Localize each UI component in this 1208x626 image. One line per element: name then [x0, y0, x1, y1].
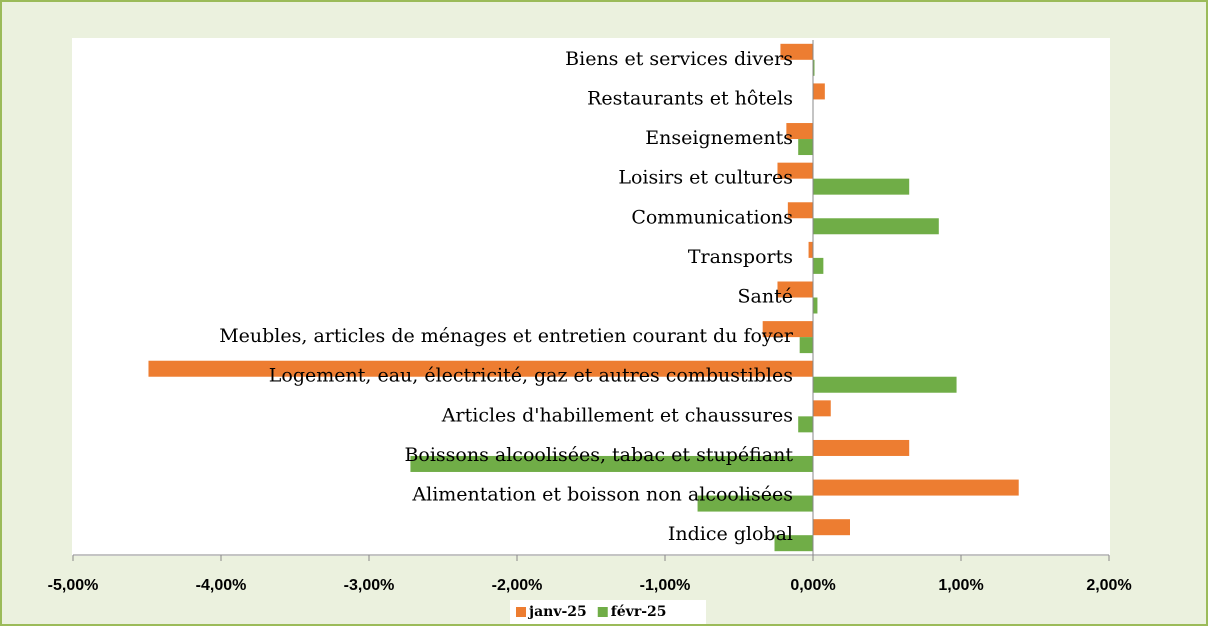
- x-tick-label: 1,00%: [938, 577, 983, 594]
- legend-swatch: [516, 607, 526, 617]
- legend-box: [510, 600, 706, 624]
- bar: [774, 535, 813, 552]
- bar: [813, 178, 910, 195]
- bar: [813, 218, 939, 235]
- x-tick-label: 0,00%: [790, 577, 835, 594]
- legend-swatch: [597, 607, 608, 617]
- category-label: Boissons alcoolisées, tabac et stupéfian…: [404, 444, 793, 466]
- x-tick-label: -5,00%: [48, 577, 99, 594]
- bar: [410, 455, 813, 472]
- bar: [786, 123, 813, 140]
- category-label: Indice global: [668, 523, 793, 545]
- x-tick-label: -4,00%: [196, 577, 247, 594]
- bar: [762, 321, 813, 338]
- bar: [777, 162, 813, 179]
- plot-area: [72, 38, 1110, 556]
- category-label: Alimentation et boisson non alcoolisées: [411, 484, 793, 506]
- category-label: Articles d'habillement et chaussures: [441, 404, 793, 426]
- category-label: Meubles, articles de ménages et entretie…: [219, 325, 794, 347]
- category-label: Santé: [738, 286, 793, 308]
- x-tick-label: -1,00%: [640, 577, 691, 594]
- bar: [813, 479, 1019, 496]
- bar: [813, 400, 831, 417]
- bar: [148, 360, 814, 377]
- bar: [787, 202, 813, 219]
- x-tick-label: -3,00%: [344, 577, 395, 594]
- bar: [780, 43, 813, 60]
- category-label: Biens et services divers: [565, 48, 793, 70]
- category-label: Enseignements: [645, 127, 793, 149]
- bar: [799, 337, 813, 354]
- category-label: Loisirs et cultures: [618, 167, 793, 189]
- bar: [813, 83, 825, 100]
- bar: [813, 376, 957, 393]
- category-label: Restaurants et hôtels: [587, 87, 793, 109]
- category-label: Transports: [688, 246, 793, 268]
- bar: [813, 257, 824, 274]
- x-tick-label: -2,00%: [492, 577, 543, 594]
- x-tick-label: 2,00%: [1086, 577, 1131, 594]
- bar: [813, 519, 850, 536]
- bar: [813, 439, 910, 456]
- bar: [798, 139, 813, 156]
- legend-label: janv-25: [527, 604, 587, 620]
- bar: [697, 495, 813, 512]
- bar: [808, 241, 813, 258]
- bar: [813, 297, 818, 314]
- bar: [813, 59, 815, 76]
- category-label: Communications: [631, 206, 793, 228]
- category-label: Logement, eau, électricité, gaz et autre…: [269, 365, 793, 387]
- legend-label: févr-25: [611, 604, 667, 620]
- bar: [777, 281, 813, 298]
- bar: [798, 416, 813, 433]
